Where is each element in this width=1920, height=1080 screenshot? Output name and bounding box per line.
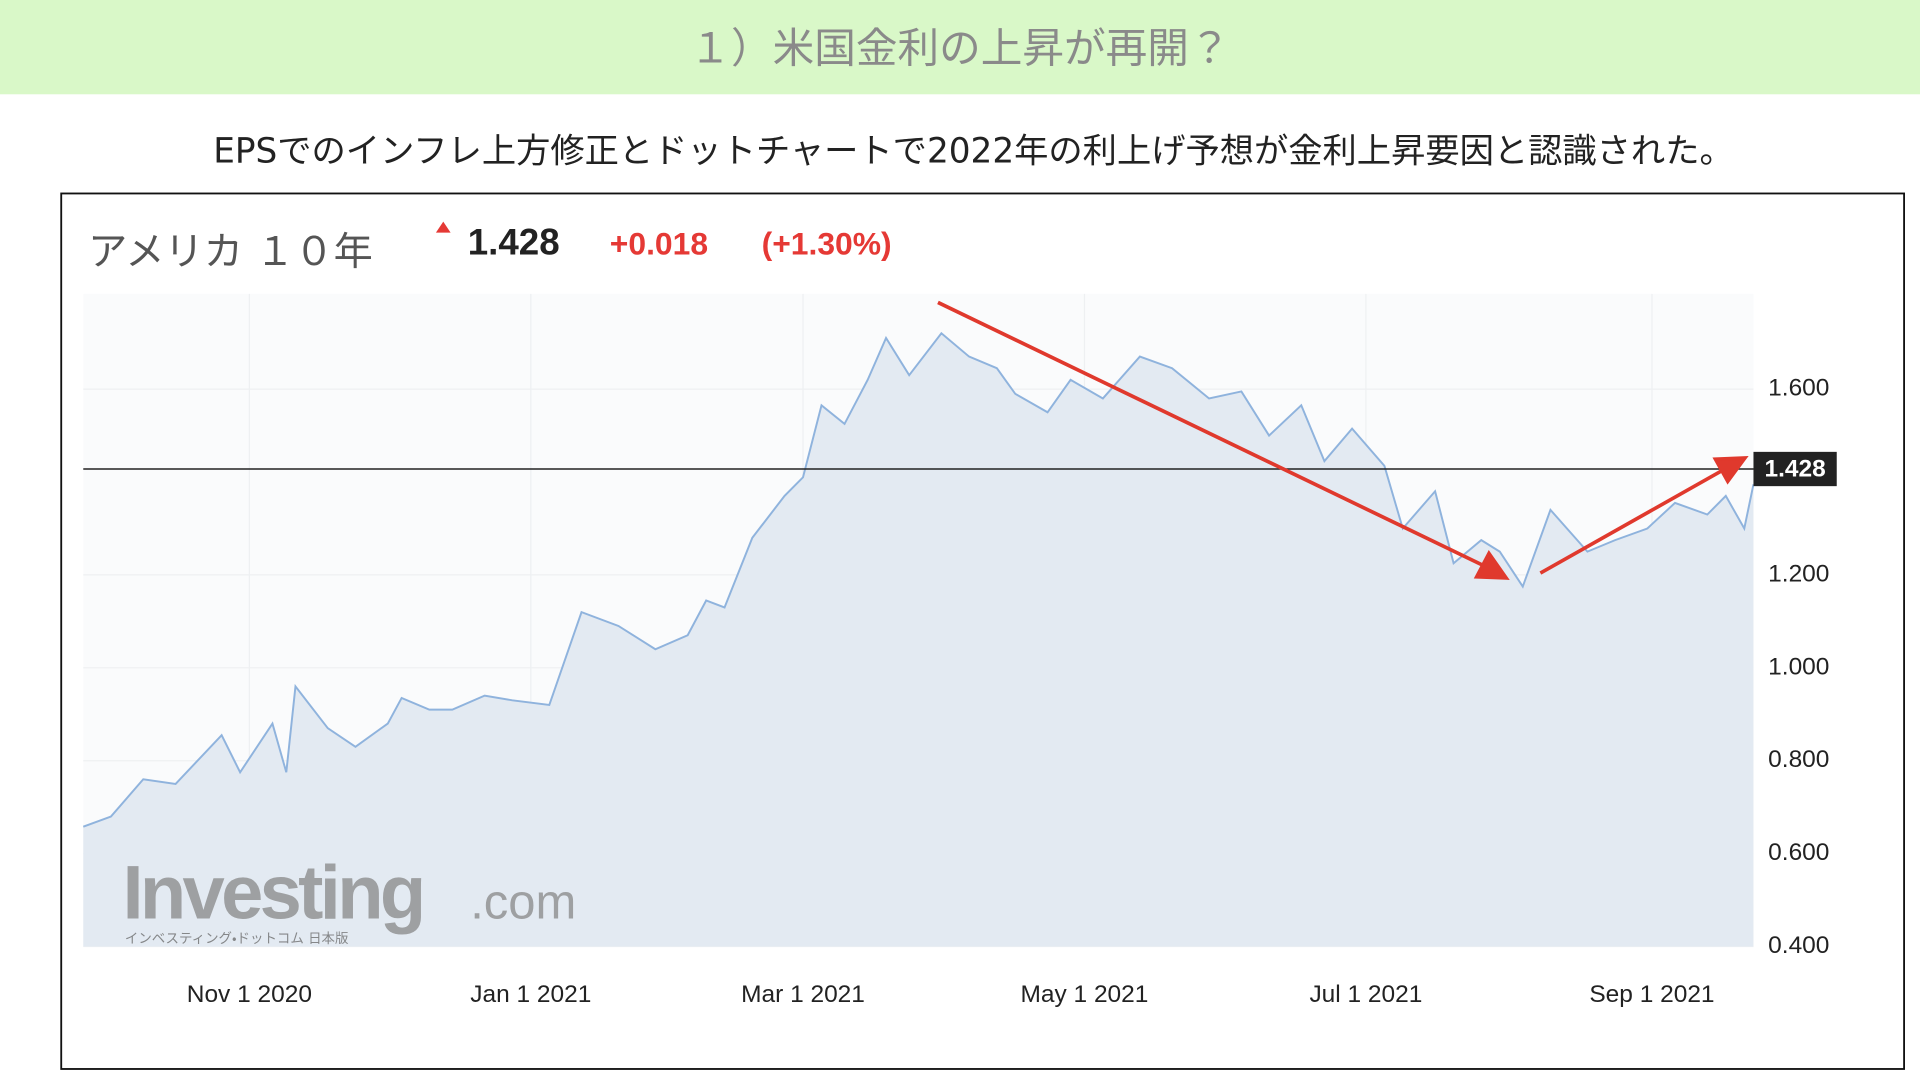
y-tick-label: 1.600 — [1768, 375, 1829, 402]
watermark: Investing .com インベスティング・ドットコム 日本版 — [122, 850, 576, 946]
plot: 0.400 0.600 0.800 1.000 1.200 1.600 Nov 1 2020… — [82, 293, 1837, 1008]
line — [82, 331, 1755, 828]
x-tick-label: Nov 1 2020 — [187, 981, 312, 1008]
watermark-brand: Investing — [122, 850, 422, 935]
up-icon — [435, 221, 451, 233]
x-tick-label: Jan 1 2021 — [470, 981, 591, 1008]
y-tick-label: 1.200 — [1768, 560, 1829, 587]
x-tick-label: Sep 1 2021 — [1589, 981, 1714, 1008]
last-value-box — [1753, 451, 1837, 487]
y-tick-label: 1.000 — [1768, 653, 1829, 680]
watermark-tagline: インベスティング・ドットコム 日本版 — [125, 931, 349, 947]
header-title: １）米国金利の上昇が再開？ — [689, 23, 1230, 72]
arrow-down — [937, 300, 1493, 572]
annotation-arrows — [937, 300, 1749, 580]
watermark-domain: .com — [470, 875, 576, 929]
change: +0.018 — [610, 226, 708, 262]
x-tick-label: May 1 2021 — [1021, 981, 1149, 1008]
y-tick-label: 0.800 — [1768, 746, 1829, 773]
change-pct: (+1.30%) — [762, 226, 892, 262]
arrow-up — [1539, 463, 1733, 575]
chart-title: アメリカ １０年 — [88, 230, 373, 275]
y-tick-label: 0.400 — [1768, 932, 1829, 959]
arrowhead — [1712, 455, 1749, 485]
header-band — [0, 0, 1920, 95]
last-value: 1.428 — [468, 222, 560, 263]
last-value-label: 1.428 — [1764, 456, 1825, 483]
x-tick-label: Jul 1 2021 — [1309, 981, 1422, 1008]
arrowhead — [1473, 549, 1510, 580]
y-tick-label: 0.600 — [1768, 839, 1829, 866]
area-fill — [83, 333, 1754, 947]
x-tick-label: Mar 1 2021 — [741, 981, 865, 1008]
subtitle: EPSでのインフレ上方修正とドットチャートで2022年の利上げ予想が金利上昇要因… — [213, 132, 1734, 172]
